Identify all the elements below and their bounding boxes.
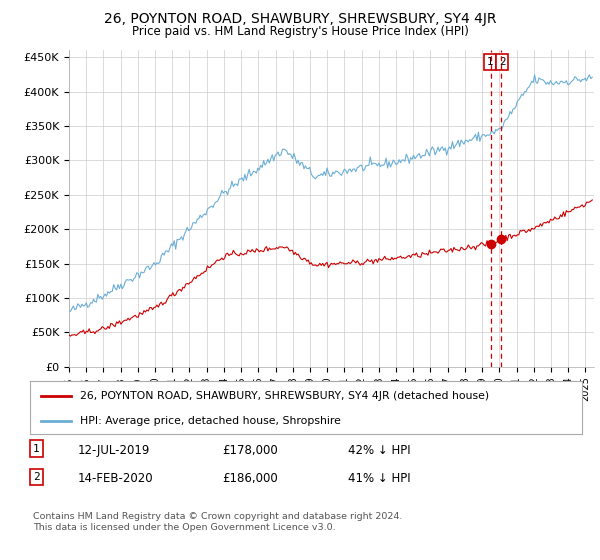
Text: 14-FEB-2020: 14-FEB-2020 bbox=[78, 472, 154, 485]
Text: 26, POYNTON ROAD, SHAWBURY, SHREWSBURY, SY4 4JR: 26, POYNTON ROAD, SHAWBURY, SHREWSBURY, … bbox=[104, 12, 496, 26]
Text: 1: 1 bbox=[487, 57, 494, 67]
Text: Contains HM Land Registry data © Crown copyright and database right 2024.
This d: Contains HM Land Registry data © Crown c… bbox=[33, 512, 403, 532]
Text: £186,000: £186,000 bbox=[222, 472, 278, 485]
Text: Price paid vs. HM Land Registry's House Price Index (HPI): Price paid vs. HM Land Registry's House … bbox=[131, 25, 469, 38]
Text: £178,000: £178,000 bbox=[222, 444, 278, 456]
Text: HPI: Average price, detached house, Shropshire: HPI: Average price, detached house, Shro… bbox=[80, 416, 341, 426]
Text: 26, POYNTON ROAD, SHAWBURY, SHREWSBURY, SY4 4JR (detached house): 26, POYNTON ROAD, SHAWBURY, SHREWSBURY, … bbox=[80, 391, 489, 401]
Text: 12-JUL-2019: 12-JUL-2019 bbox=[78, 444, 151, 456]
Text: 2: 2 bbox=[33, 472, 40, 482]
Text: 41% ↓ HPI: 41% ↓ HPI bbox=[348, 472, 410, 485]
Text: 1: 1 bbox=[33, 444, 40, 454]
Text: 42% ↓ HPI: 42% ↓ HPI bbox=[348, 444, 410, 456]
Text: 2: 2 bbox=[499, 57, 506, 67]
